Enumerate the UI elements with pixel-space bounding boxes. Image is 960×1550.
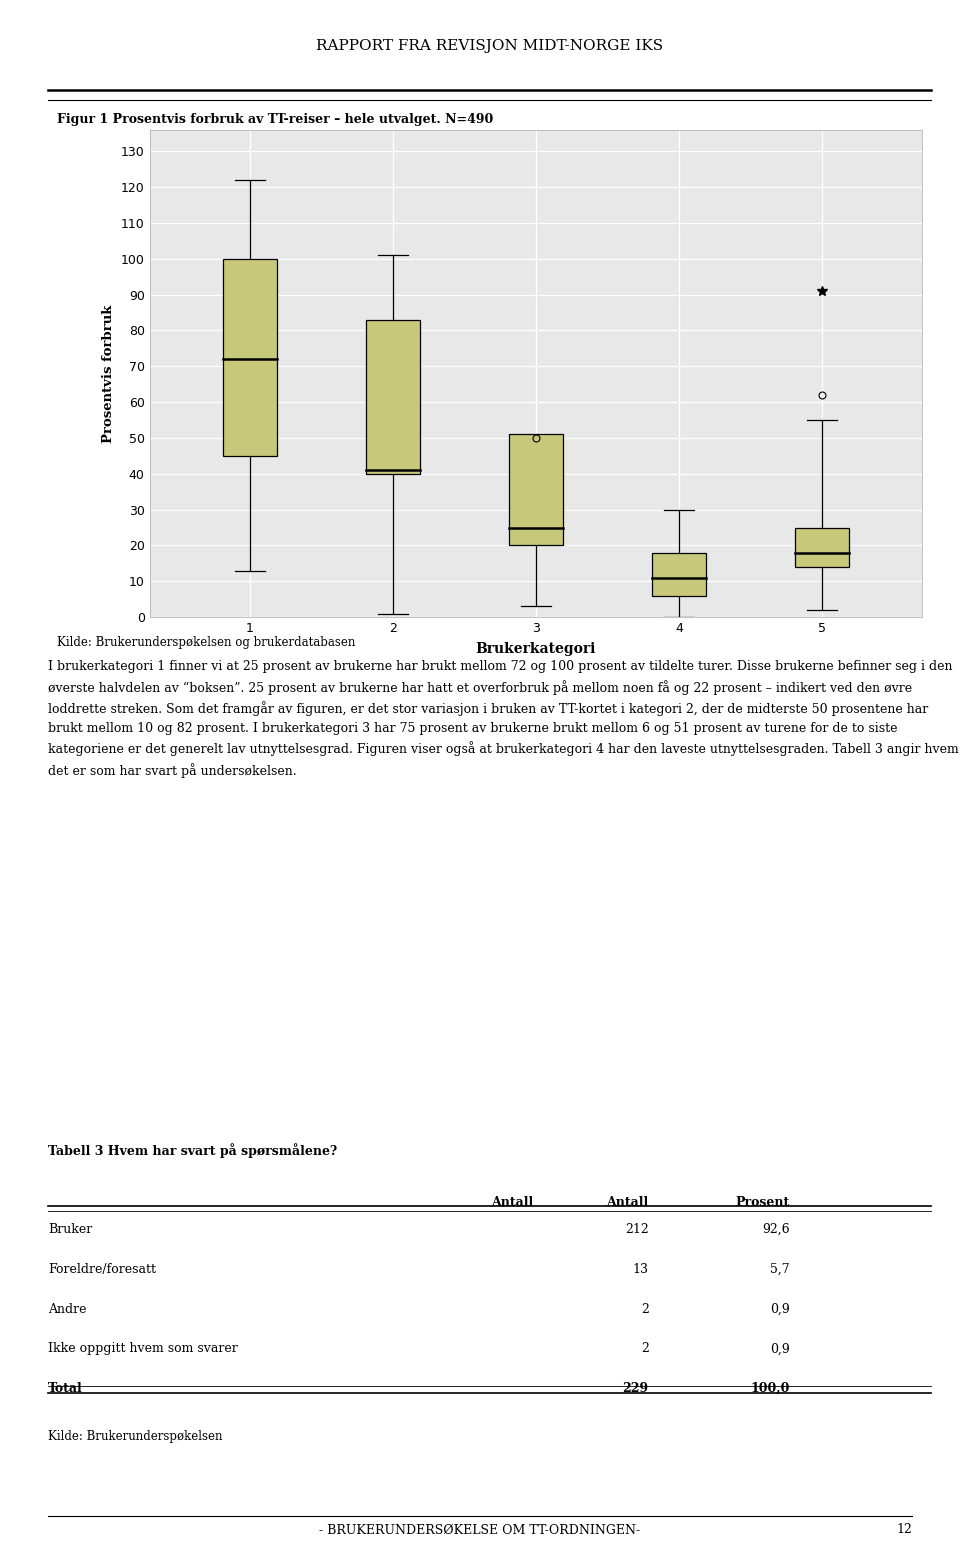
Text: - BRUKERUNDERSØKELSE OM TT-ORDNINGEN-: - BRUKERUNDERSØKELSE OM TT-ORDNINGEN- [320, 1524, 640, 1536]
Text: 13: 13 [633, 1263, 649, 1276]
Text: 212: 212 [625, 1223, 649, 1235]
Text: Foreldre/foresatt: Foreldre/foresatt [48, 1263, 156, 1276]
Text: 2: 2 [640, 1302, 649, 1316]
Text: Prosent: Prosent [735, 1197, 790, 1209]
Text: Antall: Antall [607, 1197, 649, 1209]
Text: Figur 1 Prosentvis forbruk av TT-reiser – hele utvalget. N=490: Figur 1 Prosentvis forbruk av TT-reiser … [57, 113, 493, 127]
Text: Bruker: Bruker [48, 1223, 92, 1235]
Text: 92,6: 92,6 [762, 1223, 790, 1235]
Text: 0,9: 0,9 [770, 1342, 790, 1355]
Text: 5,7: 5,7 [770, 1263, 790, 1276]
Text: Total: Total [48, 1383, 83, 1395]
Text: RAPPORT FRA REVISJON MIDT-NORGE IKS: RAPPORT FRA REVISJON MIDT-NORGE IKS [316, 39, 663, 53]
Text: Antall: Antall [492, 1197, 534, 1209]
Text: Kilde: Brukerunderspøkelsen og brukerdatabasen: Kilde: Brukerunderspøkelsen og brukerdat… [57, 636, 355, 649]
Text: 229: 229 [622, 1383, 649, 1395]
Text: 2: 2 [640, 1342, 649, 1355]
Text: Andre: Andre [48, 1302, 86, 1316]
Text: 12: 12 [896, 1524, 912, 1536]
Text: 100,0: 100,0 [751, 1383, 790, 1395]
Text: Ikke oppgitt hvem som svarer: Ikke oppgitt hvem som svarer [48, 1342, 238, 1355]
Text: Kilde: Brukerunderspøkelsen: Kilde: Brukerunderspøkelsen [48, 1429, 223, 1443]
Text: I brukerkategori 1 finner vi at 25 prosent av brukerne har brukt mellom 72 og 10: I brukerkategori 1 finner vi at 25 prose… [48, 660, 959, 778]
Text: Tabell 3 Hvem har svart på spørsmålene?: Tabell 3 Hvem har svart på spørsmålene? [48, 1144, 337, 1158]
Text: 0,9: 0,9 [770, 1302, 790, 1316]
